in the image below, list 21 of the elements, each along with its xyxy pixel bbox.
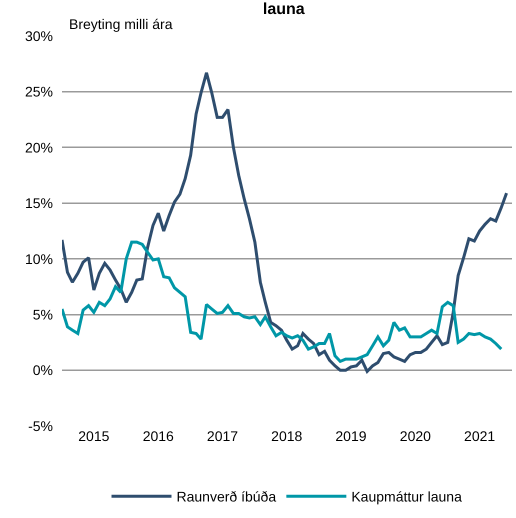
legend-label: Raunverð íbúða: [176, 488, 276, 505]
y-tick-label: 0%: [32, 362, 53, 378]
legend-label: Kaupmáttur launa: [351, 488, 462, 505]
x-tick-label: 2021: [464, 428, 496, 444]
x-tick-label: 2018: [271, 428, 303, 444]
line-series: [62, 71, 508, 373]
y-tick-label: 20%: [24, 139, 53, 156]
x-tick-label: 2016: [142, 428, 174, 444]
chart-title: launa: [262, 0, 305, 18]
y-tick-label: -5%: [28, 418, 53, 434]
y-tick-label: 25%: [24, 84, 53, 100]
x-tick-label: 2020: [400, 428, 432, 444]
x-tick-label: 2017: [206, 428, 238, 444]
line-series: [62, 240, 503, 363]
y-tick-label: 30%: [24, 28, 53, 44]
x-tick-label: 2015: [78, 428, 110, 444]
y-tick-label: 10%: [24, 250, 53, 267]
y-tick-label: 5%: [32, 306, 53, 322]
x-tick-label: 2019: [335, 428, 367, 444]
y-tick-label: 15%: [24, 195, 53, 212]
y-axis-title: Breyting milli ára: [69, 16, 173, 32]
